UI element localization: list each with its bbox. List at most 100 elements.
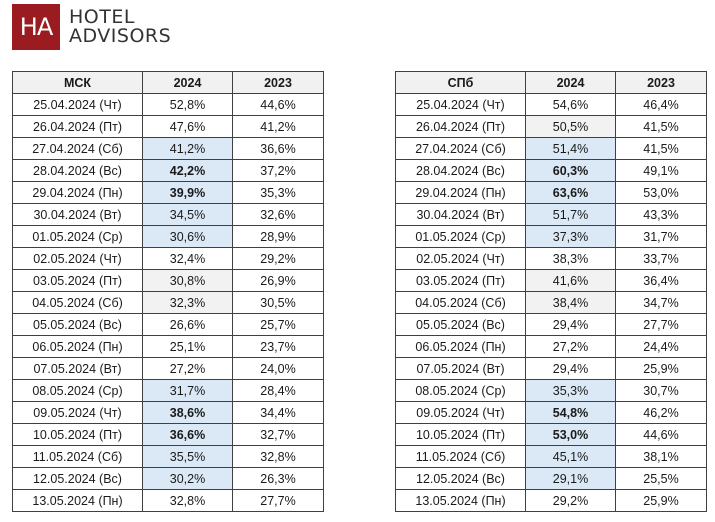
date-cell: 06.05.2024 (Пн) bbox=[12, 335, 143, 358]
date-cell: 29.04.2024 (Пн) bbox=[12, 181, 143, 204]
value-2023-cell: 25,5% bbox=[615, 467, 707, 490]
date-cell: 28.04.2024 (Вс) bbox=[395, 159, 526, 182]
value-2023-cell: 31,7% bbox=[615, 225, 707, 248]
table-row: 09.05.2024 (Чт) 38,6% 34,4% bbox=[12, 401, 324, 424]
table-row: 05.05.2024 (Вс) 29,4% 27,7% bbox=[395, 313, 707, 336]
table-row: 12.05.2024 (Вс) 29,1% 25,5% bbox=[395, 467, 707, 490]
value-2023-cell: 24,0% bbox=[232, 357, 324, 380]
date-cell: 09.05.2024 (Чт) bbox=[12, 401, 143, 424]
value-2023-cell: 43,3% bbox=[615, 203, 707, 226]
date-cell: 07.05.2024 (Вт) bbox=[12, 357, 143, 380]
value-2023-cell: 49,1% bbox=[615, 159, 707, 182]
value-2023-cell: 35,3% bbox=[232, 181, 324, 204]
value-2024-cell: 60,3% bbox=[525, 159, 616, 182]
value-2023-cell: 30,7% bbox=[615, 379, 707, 402]
date-cell: 13.05.2024 (Пн) bbox=[12, 489, 143, 512]
logo-line-hotel: HOTEL bbox=[69, 6, 135, 28]
table-row: 02.05.2024 (Чт) 32,4% 29,2% bbox=[12, 247, 324, 270]
value-2023-cell: 27,7% bbox=[232, 489, 324, 512]
value-2023-cell: 46,2% bbox=[615, 401, 707, 424]
value-2023-cell: 29,2% bbox=[232, 247, 324, 270]
value-2024-cell: 27,2% bbox=[142, 357, 233, 380]
brand-logo: HA HOTEL ADVISORS bbox=[12, 4, 171, 50]
date-cell: 03.05.2024 (Пт) bbox=[12, 269, 143, 292]
value-2024-cell: 29,4% bbox=[525, 357, 616, 380]
value-2024-cell: 41,6% bbox=[525, 269, 616, 292]
date-cell: 02.05.2024 (Чт) bbox=[12, 247, 143, 270]
date-cell: 29.04.2024 (Пн) bbox=[395, 181, 526, 204]
value-2023-cell: 25,9% bbox=[615, 357, 707, 380]
value-2024-cell: 51,4% bbox=[525, 137, 616, 160]
value-2024-cell: 29,1% bbox=[525, 467, 616, 490]
date-cell: 04.05.2024 (Сб) bbox=[395, 291, 526, 314]
table-row: 27.04.2024 (Сб) 41,2% 36,6% bbox=[12, 137, 324, 160]
table-row: 26.04.2024 (Пт) 50,5% 41,5% bbox=[395, 115, 707, 138]
value-2023-cell: 36,4% bbox=[615, 269, 707, 292]
value-2023-cell: 27,7% bbox=[615, 313, 707, 336]
date-cell: 26.04.2024 (Пт) bbox=[12, 115, 143, 138]
value-2024-cell: 29,4% bbox=[525, 313, 616, 336]
table-row: 08.05.2024 (Ср) 35,3% 30,7% bbox=[395, 379, 707, 402]
value-2024-cell: 42,2% bbox=[142, 159, 233, 182]
table-row: 29.04.2024 (Пн) 63,6% 53,0% bbox=[395, 181, 707, 204]
value-2023-cell: 26,9% bbox=[232, 269, 324, 292]
value-2023-cell: 24,4% bbox=[615, 335, 707, 358]
table-row: 10.05.2024 (Пт) 36,6% 32,7% bbox=[12, 423, 324, 446]
value-2024-cell: 63,6% bbox=[525, 181, 616, 204]
value-2024-cell: 53,0% bbox=[525, 423, 616, 446]
date-cell: 08.05.2024 (Ср) bbox=[12, 379, 143, 402]
value-2024-cell: 52,8% bbox=[142, 93, 233, 116]
table-row: 04.05.2024 (Сб) 38,4% 34,7% bbox=[395, 291, 707, 314]
value-2024-cell: 47,6% bbox=[142, 115, 233, 138]
table-row: 03.05.2024 (Пт) 30,8% 26,9% bbox=[12, 269, 324, 292]
value-2024-cell: 50,5% bbox=[525, 115, 616, 138]
table-row: 06.05.2024 (Пн) 25,1% 23,7% bbox=[12, 335, 324, 358]
date-cell: 12.05.2024 (Вс) bbox=[12, 467, 143, 490]
date-cell: 06.05.2024 (Пн) bbox=[395, 335, 526, 358]
value-2023-cell: 44,6% bbox=[232, 93, 324, 116]
value-2024-cell: 37,3% bbox=[525, 225, 616, 248]
value-2023-cell: 32,8% bbox=[232, 445, 324, 468]
table-header-row: СПб 2024 2023 bbox=[395, 71, 707, 94]
value-2024-cell: 31,7% bbox=[142, 379, 233, 402]
table-row: 28.04.2024 (Вс) 42,2% 37,2% bbox=[12, 159, 324, 182]
value-2023-cell: 26,3% bbox=[232, 467, 324, 490]
table-row: 02.05.2024 (Чт) 38,3% 33,7% bbox=[395, 247, 707, 270]
header-year-2024: 2024 bbox=[525, 71, 616, 94]
header-year-2023: 2023 bbox=[615, 71, 707, 94]
value-2023-cell: 25,7% bbox=[232, 313, 324, 336]
table-row: 11.05.2024 (Сб) 35,5% 32,8% bbox=[12, 445, 324, 468]
date-cell: 30.04.2024 (Вт) bbox=[395, 203, 526, 226]
date-cell: 26.04.2024 (Пт) bbox=[395, 115, 526, 138]
header-year-2024: 2024 bbox=[142, 71, 233, 94]
value-2024-cell: 54,6% bbox=[525, 93, 616, 116]
table-row: 05.05.2024 (Вс) 26,6% 25,7% bbox=[12, 313, 324, 336]
value-2024-cell: 36,6% bbox=[142, 423, 233, 446]
value-2024-cell: 32,3% bbox=[142, 291, 233, 314]
table-row: 11.05.2024 (Сб) 45,1% 38,1% bbox=[395, 445, 707, 468]
table-row: 07.05.2024 (Вт) 29,4% 25,9% bbox=[395, 357, 707, 380]
date-cell: 05.05.2024 (Вс) bbox=[395, 313, 526, 336]
value-2023-cell: 37,2% bbox=[232, 159, 324, 182]
value-2024-cell: 38,6% bbox=[142, 401, 233, 424]
value-2024-cell: 26,6% bbox=[142, 313, 233, 336]
table-row: 03.05.2024 (Пт) 41,6% 36,4% bbox=[395, 269, 707, 292]
table-row: 28.04.2024 (Вс) 60,3% 49,1% bbox=[395, 159, 707, 182]
value-2024-cell: 41,2% bbox=[142, 137, 233, 160]
value-2023-cell: 53,0% bbox=[615, 181, 707, 204]
value-2024-cell: 35,3% bbox=[525, 379, 616, 402]
value-2024-cell: 29,2% bbox=[525, 489, 616, 512]
value-2024-cell: 30,2% bbox=[142, 467, 233, 490]
table-row: 30.04.2024 (Вт) 51,7% 43,3% bbox=[395, 203, 707, 226]
value-2024-cell: 32,8% bbox=[142, 489, 233, 512]
table-row: 12.05.2024 (Вс) 30,2% 26,3% bbox=[12, 467, 324, 490]
header-city: МСК bbox=[12, 71, 143, 94]
value-2023-cell: 36,6% bbox=[232, 137, 324, 160]
value-2024-cell: 25,1% bbox=[142, 335, 233, 358]
date-cell: 04.05.2024 (Сб) bbox=[12, 291, 143, 314]
value-2024-cell: 35,5% bbox=[142, 445, 233, 468]
value-2023-cell: 30,5% bbox=[232, 291, 324, 314]
header-year-2023: 2023 bbox=[232, 71, 324, 94]
date-cell: 08.05.2024 (Ср) bbox=[395, 379, 526, 402]
table-row: 04.05.2024 (Сб) 32,3% 30,5% bbox=[12, 291, 324, 314]
